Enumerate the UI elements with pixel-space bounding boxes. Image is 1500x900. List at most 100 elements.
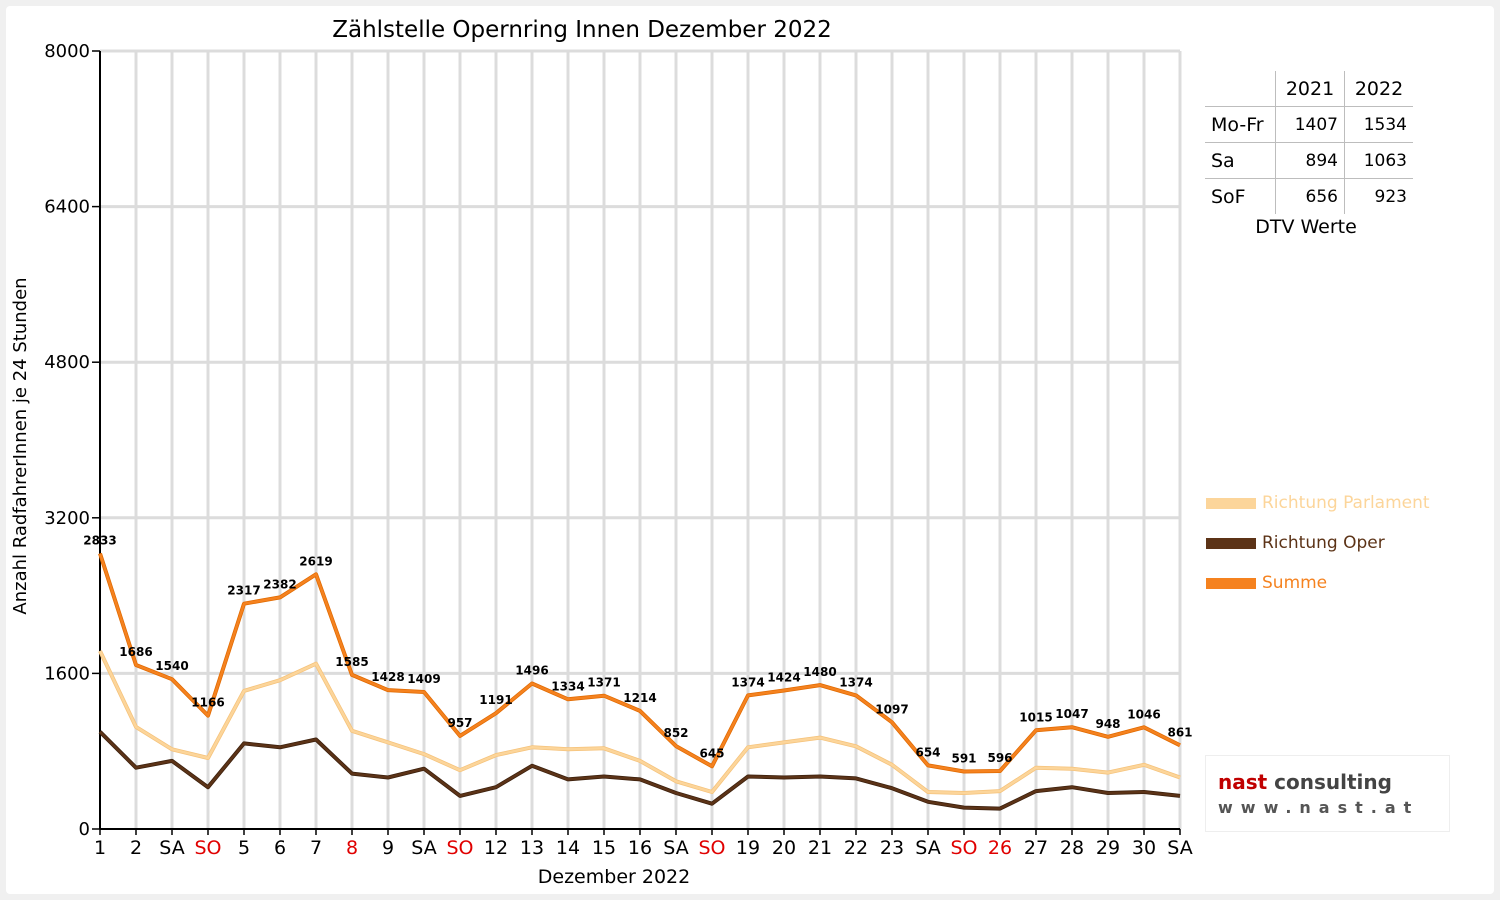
legend-label: Richtung Parlament <box>1262 493 1430 513</box>
x-tick-label: SO <box>194 837 221 859</box>
data-label: 852 <box>663 726 688 740</box>
data-label: 1480 <box>803 665 836 679</box>
x-axis-label: Dezember 2022 <box>538 866 690 888</box>
y-tick-label: 4800 <box>44 352 90 373</box>
x-tick-label: 15 <box>592 837 616 859</box>
data-label: 2317 <box>227 584 260 598</box>
y-tick-label: 3200 <box>44 508 90 529</box>
dtv-row-mofr: Mo-Fr 1407 1534 <box>1205 106 1413 143</box>
dtv-value: 923 <box>1344 178 1413 214</box>
logo-name: nast consulting <box>1218 770 1392 794</box>
dtv-row-sa: Sa 894 1063 <box>1205 142 1413 179</box>
dtv-row-label: SoF <box>1205 178 1276 214</box>
data-label: 2619 <box>299 554 332 568</box>
data-label: 1046 <box>1127 707 1160 721</box>
y-tick-label: 1600 <box>44 663 90 684</box>
x-tick-label: 9 <box>382 837 394 859</box>
data-label: 1409 <box>407 672 440 686</box>
data-label: 1097 <box>875 702 908 716</box>
x-tick-label: 14 <box>556 837 580 859</box>
x-tick-label: 29 <box>1096 837 1120 859</box>
data-label: 957 <box>447 716 472 730</box>
legend-item-summe: Summe <box>1206 573 1327 593</box>
data-label: 1047 <box>1055 707 1088 721</box>
x-tick-label: 28 <box>1060 837 1084 859</box>
x-tick-label: 26 <box>988 837 1012 859</box>
y-tick-label: 6400 <box>44 197 90 218</box>
legend-swatch <box>1206 537 1256 549</box>
dtv-caption: DTV Werte <box>1255 216 1357 238</box>
x-tick-label: SO <box>950 837 977 859</box>
x-tick-label: 30 <box>1132 837 1156 859</box>
data-label: 1496 <box>515 664 548 678</box>
x-tick-label: SO <box>698 837 725 859</box>
dtv-value: 656 <box>1275 178 1345 214</box>
y-tick-label: 0 <box>79 819 90 840</box>
x-tick-label: 2 <box>130 837 142 859</box>
legend-item-oper: Richtung Oper <box>1206 533 1385 553</box>
chart-title: Zählstelle Opernring Innen Dezember 2022 <box>332 17 832 43</box>
data-label: 1015 <box>1019 710 1052 724</box>
data-label: 948 <box>1095 717 1120 731</box>
dtv-header-row: 2021 2022 <box>1205 71 1413 107</box>
dtv-value: 894 <box>1275 142 1345 179</box>
dtv-table: 2021 2022 Mo-Fr 1407 1534 Sa 894 1063 So… <box>1205 71 1413 214</box>
data-label: 1191 <box>479 693 512 707</box>
dtv-year-2022: 2022 <box>1344 71 1413 107</box>
x-tick-label: 12 <box>484 837 508 859</box>
x-tick-label: 16 <box>628 837 652 859</box>
data-label: 645 <box>699 746 724 760</box>
series-line <box>98 650 1181 795</box>
x-tick-labels: 1 2 SA SO 5 6 7 8 9 SA SO 12 13 14 15 16 SA SO 19 20 21 22 23 S… <box>94 837 1193 859</box>
chart-frame: Zählstelle Opernring Innen Dezember 2022… <box>6 6 1494 894</box>
data-label: 1166 <box>191 696 224 710</box>
logo-name-rest: consulting <box>1267 770 1392 794</box>
dtv-value: 1534 <box>1344 106 1413 143</box>
x-tick-label: 1 <box>94 837 106 859</box>
x-tick-label: 22 <box>844 837 868 859</box>
company-logo: nast consulting www.nast.at <box>1206 756 1449 831</box>
x-tick-label: 5 <box>238 837 250 859</box>
x-tick-label: SA <box>663 837 688 859</box>
legend-label: Richtung Oper <box>1262 533 1385 553</box>
x-tick-label: 13 <box>520 837 544 859</box>
x-tick-label: 8 <box>346 837 358 859</box>
x-tick-label: SO <box>446 837 473 859</box>
dtv-value: 1063 <box>1344 142 1413 179</box>
data-label: 1214 <box>623 691 656 705</box>
x-tick-label: 19 <box>736 837 760 859</box>
series-line <box>99 730 1181 810</box>
data-label: 2382 <box>263 577 296 591</box>
x-tick-label: SA <box>915 837 940 859</box>
data-label: 591 <box>951 752 976 766</box>
x-tick-label: 6 <box>274 837 286 859</box>
data-label: 1540 <box>155 659 188 673</box>
dtv-row-sof: SoF 656 923 <box>1205 178 1413 214</box>
data-label: 1686 <box>119 645 152 659</box>
logo-url: www.nast.at <box>1218 798 1420 817</box>
data-label: 1374 <box>731 675 764 689</box>
data-label: 1585 <box>335 655 368 669</box>
data-label: 654 <box>915 745 940 759</box>
x-tick-label: 20 <box>772 837 796 859</box>
x-tick-label: 27 <box>1024 837 1048 859</box>
dtv-row-label: Sa <box>1205 142 1276 179</box>
data-label: 596 <box>987 751 1012 765</box>
legend-label: Summe <box>1262 573 1328 593</box>
series-line <box>98 553 1181 773</box>
data-label: 1334 <box>551 679 584 693</box>
dtv-row-label: Mo-Fr <box>1205 106 1276 143</box>
series-lines <box>98 552 1181 811</box>
y-tick-labels: 0 1600 3200 4800 6400 8000 <box>44 41 90 840</box>
dtv-value: 1407 <box>1275 106 1345 143</box>
dtv-year-2021: 2021 <box>1275 71 1345 107</box>
line-chart: Zählstelle Opernring Innen Dezember 2022… <box>10 17 1193 888</box>
legend-swatch <box>1206 577 1256 589</box>
data-label: 1374 <box>839 675 872 689</box>
x-tick-label: SA <box>159 837 184 859</box>
logo-name-red: nast <box>1218 770 1268 794</box>
legend-item-parlament: Richtung Parlament <box>1206 493 1430 513</box>
data-label: 1371 <box>587 676 620 690</box>
axes <box>92 50 1181 835</box>
